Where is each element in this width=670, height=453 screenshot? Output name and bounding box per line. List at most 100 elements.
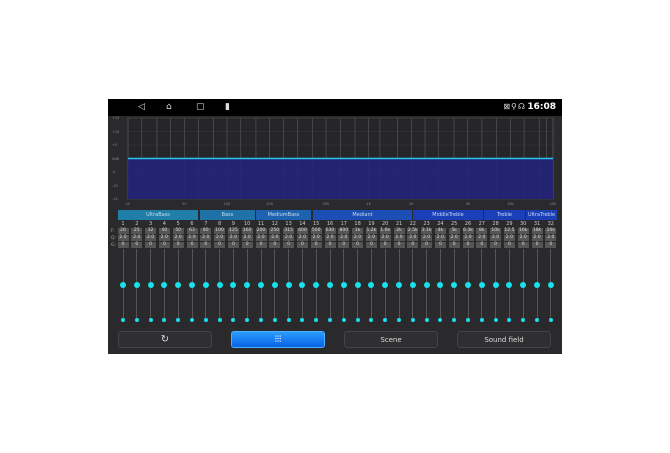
- gain-field[interactable]: 0: [462, 242, 474, 248]
- q-field[interactable]: 2.0: [503, 235, 515, 241]
- slider-knob[interactable]: [340, 282, 347, 288]
- gain-field[interactable]: 0: [172, 242, 184, 248]
- band-group-mediant[interactable]: Mediant: [313, 210, 412, 220]
- frequency-field[interactable]: 800: [338, 228, 350, 234]
- q-field[interactable]: 2.0: [448, 235, 460, 241]
- frequency-field[interactable]: 500: [310, 228, 322, 234]
- reset-button[interactable]: ↻: [118, 331, 212, 348]
- slider-knob[interactable]: [520, 282, 527, 288]
- frequency-field[interactable]: 2k: [393, 228, 405, 234]
- slider-knob[interactable]: [382, 282, 389, 288]
- gain-field[interactable]: 0: [227, 242, 239, 248]
- gain-field[interactable]: 0: [434, 242, 446, 248]
- slider-knob[interactable]: [506, 282, 513, 288]
- frequency-field[interactable]: 20: [117, 228, 129, 234]
- frequency-field[interactable]: 80: [200, 228, 212, 234]
- frequency-field[interactable]: 1.6k: [379, 228, 391, 234]
- q-field[interactable]: 2.0: [531, 235, 543, 241]
- q-field[interactable]: 2.0: [117, 235, 129, 241]
- gain-field[interactable]: 0: [503, 242, 515, 248]
- q-field[interactable]: 2.0: [393, 235, 405, 241]
- gain-field[interactable]: 0: [145, 242, 157, 248]
- q-field[interactable]: 2.0: [338, 235, 350, 241]
- q-field[interactable]: 2.0: [462, 235, 474, 241]
- q-field[interactable]: 2.0: [407, 235, 419, 241]
- slider-knob[interactable]: [534, 282, 540, 288]
- gain-field[interactable]: 0: [421, 242, 433, 248]
- gain-field[interactable]: 0: [393, 242, 405, 248]
- slider-knob[interactable]: [189, 282, 195, 288]
- gain-field[interactable]: 0: [283, 242, 295, 248]
- q-field[interactable]: 2.0: [269, 235, 281, 241]
- slider-knob[interactable]: [202, 282, 209, 288]
- q-field[interactable]: 2.0: [241, 235, 253, 241]
- frequency-field[interactable]: 50: [172, 228, 184, 234]
- band-group-ultrabass[interactable]: UltraBass: [118, 210, 198, 220]
- slider-knob[interactable]: [547, 282, 554, 288]
- slider-knob[interactable]: [175, 282, 182, 288]
- frequency-field[interactable]: 100: [214, 228, 226, 234]
- slider-knob[interactable]: [120, 282, 126, 288]
- band-group-bass[interactable]: Bass: [200, 210, 255, 220]
- frequency-field[interactable]: 1k: [352, 228, 364, 234]
- slider-knob[interactable]: [216, 282, 223, 288]
- q-field[interactable]: 2.0: [283, 235, 295, 241]
- band-group-ultratreble[interactable]: UltraTreble: [526, 210, 557, 220]
- slider-knob[interactable]: [313, 282, 320, 288]
- slider-knob[interactable]: [327, 282, 333, 288]
- slider-knob[interactable]: [147, 282, 154, 288]
- slider-knob[interactable]: [133, 282, 140, 288]
- gain-field[interactable]: 0: [379, 242, 391, 248]
- gain-field[interactable]: 0: [352, 242, 364, 248]
- q-field[interactable]: 2.0: [145, 235, 157, 241]
- gain-field[interactable]: 0: [310, 242, 322, 248]
- slider-knob[interactable]: [161, 282, 168, 288]
- slider-knob[interactable]: [230, 282, 237, 288]
- slider-knob[interactable]: [492, 282, 499, 288]
- slider-knob[interactable]: [465, 282, 471, 288]
- slider-knob[interactable]: [368, 282, 375, 288]
- equalizer-button[interactable]: ⫶⫶⫶: [231, 331, 325, 348]
- q-field[interactable]: 2.0: [227, 235, 239, 241]
- gain-field[interactable]: 0: [158, 242, 170, 248]
- band-group-treble[interactable]: Treble: [484, 210, 525, 220]
- gain-field[interactable]: 0: [296, 242, 308, 248]
- frequency-field[interactable]: 20k: [545, 228, 557, 234]
- frequency-field[interactable]: 5k: [448, 228, 460, 234]
- q-field[interactable]: 2.0: [214, 235, 226, 241]
- slider-knob[interactable]: [258, 282, 264, 288]
- band-group-middletreble[interactable]: MiddleTreble: [413, 210, 483, 220]
- frequency-field[interactable]: 200: [255, 228, 267, 234]
- q-field[interactable]: 2.0: [352, 235, 364, 241]
- gain-field[interactable]: 0: [200, 242, 212, 248]
- slider-knob[interactable]: [271, 282, 278, 288]
- q-field[interactable]: 2.0: [131, 235, 143, 241]
- q-field[interactable]: 2.0: [545, 235, 557, 241]
- gain-field[interactable]: 0: [214, 242, 226, 248]
- q-field[interactable]: 2.0: [365, 235, 377, 241]
- frequency-field[interactable]: 18k: [531, 228, 543, 234]
- frequency-field[interactable]: 125: [227, 228, 239, 234]
- gain-field[interactable]: 0: [517, 242, 529, 248]
- q-field[interactable]: 2.0: [310, 235, 322, 241]
- frequency-field[interactable]: 2.5k: [407, 228, 419, 234]
- q-field[interactable]: 2.0: [517, 235, 529, 241]
- q-field[interactable]: 2.0: [186, 235, 198, 241]
- frequency-field[interactable]: 1.2k: [365, 228, 377, 234]
- frequency-field[interactable]: 160: [241, 228, 253, 234]
- frequency-field[interactable]: 630: [324, 228, 336, 234]
- q-field[interactable]: 2.0: [379, 235, 391, 241]
- scene-button[interactable]: Scene: [344, 331, 438, 348]
- slider-knob[interactable]: [437, 282, 444, 288]
- frequency-field[interactable]: 6.3k: [462, 228, 474, 234]
- gain-field[interactable]: 0: [407, 242, 419, 248]
- slider-knob[interactable]: [423, 282, 430, 288]
- q-field[interactable]: 2.0: [324, 235, 336, 241]
- slider-knob[interactable]: [299, 282, 306, 288]
- q-field[interactable]: 2.0: [158, 235, 170, 241]
- slider-knob[interactable]: [354, 282, 361, 288]
- gain-field[interactable]: 0: [545, 242, 557, 248]
- gain-field[interactable]: 0: [269, 242, 281, 248]
- q-field[interactable]: 2.0: [296, 235, 308, 241]
- back-icon[interactable]: ◁: [138, 102, 145, 112]
